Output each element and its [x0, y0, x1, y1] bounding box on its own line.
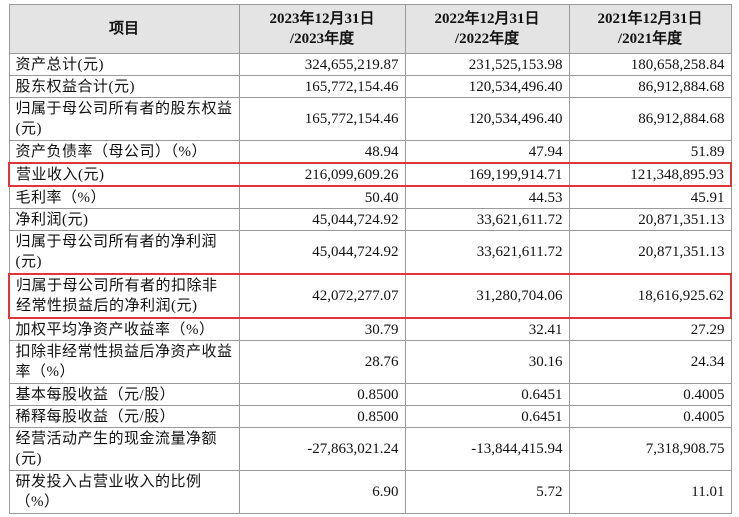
value-cell: 47.94 [404, 140, 570, 164]
label-cell: 加权平均净资产收益率（%） [8, 317, 240, 341]
header-text: /2023年度 [289, 31, 355, 47]
value-cell: 324,655,219.87 [238, 53, 406, 76]
label-cell: 股东权益合计(元) [8, 75, 240, 98]
table-row: 资产总计(元) 324,655,219.87 231,525,153.98 180,6… [8, 53, 732, 76]
value-cell: 86,912,884.68 [568, 75, 732, 98]
value-cell: 0.6451 [404, 383, 570, 406]
label-cell: 净利润(元) [8, 208, 240, 231]
value-cell: 44.53 [404, 185, 570, 209]
value-cell: 7,318,908.75 [568, 427, 732, 471]
header-cell: 项目 [8, 4, 240, 54]
value-cell: 180,658,258.84 [568, 53, 732, 76]
table-row: 归属于母公司所有者的净利润(元) 45,044,724.92 33,621,611.… [8, 230, 732, 275]
header-text: 2022年12月31日 [434, 11, 540, 27]
header-text: 2023年12月31日 [269, 11, 375, 27]
table-row: 研发投入占营业收入的比例（%） 6.90 5.72 11.01 [8, 470, 732, 514]
label-cell: 营业收入(元) [8, 162, 240, 187]
value-cell: 6.90 [238, 470, 406, 514]
value-cell: 27.29 [568, 317, 732, 341]
value-cell: 28.76 [238, 340, 406, 384]
label-cell: 稀释每股收益（元/股） [8, 405, 240, 428]
value-cell: 42,072,277.07 [238, 273, 406, 319]
value-cell: 121,348,895.93 [568, 162, 732, 187]
label-cell: 经营活动产生的现金流量净额(元) [8, 427, 240, 471]
value-cell: 20,871,351.13 [568, 208, 732, 231]
value-cell: 31,280,704.06 [404, 273, 570, 319]
label-cell: 毛利率（%） [8, 185, 240, 209]
value-cell: 50.40 [238, 185, 406, 209]
table-row: 净利润(元) 45,044,724.92 33,621,611.72 20,871,3… [8, 208, 732, 231]
value-cell: 5.72 [404, 470, 570, 514]
value-cell: 45,044,724.92 [238, 208, 406, 231]
value-cell: 48.94 [238, 140, 406, 164]
table-row: 毛利率（%） 50.40 44.53 45.91 [8, 185, 732, 209]
value-cell: 120,534,496.40 [404, 75, 570, 98]
value-cell: 20,871,351.13 [568, 230, 732, 275]
label-cell: 扣除非经常性损益后净资产收益率（%） [8, 340, 240, 384]
value-cell: 0.4005 [568, 405, 732, 428]
value-cell: 165,772,154.46 [238, 97, 406, 141]
table-row: 资产负债率（母公司）（%） 48.94 47.94 51.89 [8, 140, 732, 164]
label-cell: 资产总计(元) [8, 53, 240, 76]
value-cell: 165,772,154.46 [238, 75, 406, 98]
label-cell: 归属于母公司所有者的扣除非经常性损益后的净利润(元) [8, 273, 240, 319]
financial-table: 项目 2023年12月31日/2023年度 2022年12月31日/2022年度 20… [8, 4, 732, 514]
value-cell: 0.4005 [568, 383, 732, 406]
header-row: 项目 2023年12月31日/2023年度 2022年12月31日/2022年度 20… [8, 4, 732, 54]
header-text: /2021年度 [617, 31, 683, 47]
table-row: 经营活动产生的现金流量净额(元) -27,863,021.24 -13,844,41… [8, 427, 732, 471]
value-cell: 45.91 [568, 185, 732, 209]
value-cell: 86,912,884.68 [568, 97, 732, 141]
label-cell: 基本每股收益（元/股） [8, 383, 240, 406]
label-cell: 研发投入占营业收入的比例（%） [8, 470, 240, 514]
header-text: 2021年12月31日 [597, 11, 703, 27]
value-cell: 51.89 [568, 140, 732, 164]
value-cell: 169,199,914.71 [404, 162, 570, 187]
table-row: 营业收入(元) 216,099,609.26 169,199,914.71 121,3… [8, 162, 732, 187]
label-cell: 归属于母公司所有者的股东权益(元) [8, 97, 240, 141]
label-cell: 资产负债率（母公司）（%） [8, 140, 240, 164]
value-cell: 30.79 [238, 317, 406, 341]
table-row: 股东权益合计(元) 165,772,154.46 120,534,496.40 86,… [8, 75, 732, 98]
value-cell: -27,863,021.24 [238, 427, 406, 471]
value-cell: 24.34 [568, 340, 732, 384]
value-cell: 18,616,925.62 [568, 273, 732, 319]
value-cell: 33,621,611.72 [404, 208, 570, 231]
table-row: 扣除非经常性损益后净资产收益率（%） 28.76 30.16 24.34 [8, 340, 732, 384]
table-row: 稀释每股收益（元/股） 0.8500 0.6451 0.4005 [8, 405, 732, 428]
value-cell: 0.8500 [238, 405, 406, 428]
header-text: /2022年度 [454, 31, 520, 47]
table-row: 基本每股收益（元/股） 0.8500 0.6451 0.4005 [8, 383, 732, 406]
value-cell: 45,044,724.92 [238, 230, 406, 275]
value-cell: 0.8500 [238, 383, 406, 406]
value-cell: 120,534,496.40 [404, 97, 570, 141]
value-cell: 11.01 [568, 470, 732, 514]
value-cell: 32.41 [404, 317, 570, 341]
label-cell: 归属于母公司所有者的净利润(元) [8, 230, 240, 275]
header-cell: 2022年12月31日/2022年度 [404, 4, 570, 54]
table-row: 归属于母公司所有者的股东权益(元) 165,772,154.46 120,534,4… [8, 97, 732, 141]
table-row: 加权平均净资产收益率（%） 30.79 32.41 27.29 [8, 317, 732, 341]
value-cell: -13,844,415.94 [404, 427, 570, 471]
value-cell: 33,621,611.72 [404, 230, 570, 275]
value-cell: 30.16 [404, 340, 570, 384]
header-cell: 2021年12月31日/2021年度 [568, 4, 732, 54]
header-text: 项目 [108, 21, 139, 37]
value-cell: 231,525,153.98 [404, 53, 570, 76]
header-cell: 2023年12月31日/2023年度 [238, 4, 406, 54]
table-row: 归属于母公司所有者的扣除非经常性损益后的净利润(元) 42,072,277.07 3… [8, 273, 732, 319]
value-cell: 0.6451 [404, 405, 570, 428]
value-cell: 216,099,609.26 [238, 162, 406, 187]
